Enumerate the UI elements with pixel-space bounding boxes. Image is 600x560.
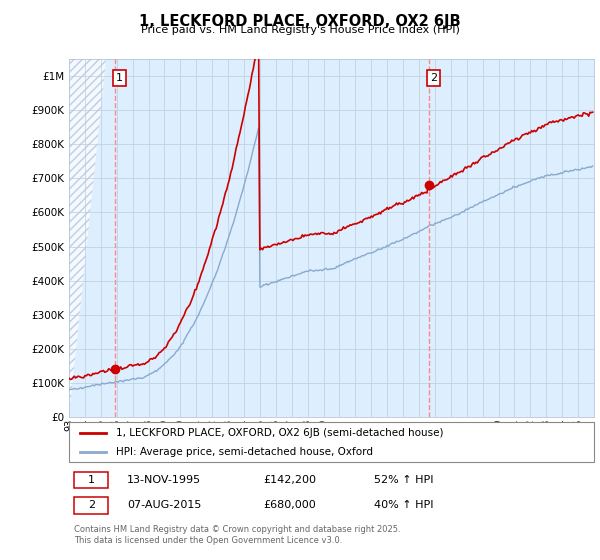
Text: 2: 2 [88,500,95,510]
Text: 1: 1 [88,475,95,485]
Text: HPI: Average price, semi-detached house, Oxford: HPI: Average price, semi-detached house,… [116,447,373,457]
Text: £680,000: £680,000 [263,500,316,510]
Text: 52% ↑ HPI: 52% ↑ HPI [373,475,433,485]
Text: 40% ↑ HPI: 40% ↑ HPI [373,500,433,510]
FancyBboxPatch shape [69,422,594,462]
Text: Price paid vs. HM Land Registry's House Price Index (HPI): Price paid vs. HM Land Registry's House … [140,25,460,35]
Text: Contains HM Land Registry data © Crown copyright and database right 2025.
This d: Contains HM Land Registry data © Crown c… [74,525,401,544]
Text: £142,200: £142,200 [263,475,316,485]
Text: 2: 2 [430,73,437,83]
FancyBboxPatch shape [74,472,109,488]
Polygon shape [69,59,106,417]
Text: 07-AUG-2015: 07-AUG-2015 [127,500,201,510]
Text: 1, LECKFORD PLACE, OXFORD, OX2 6JB: 1, LECKFORD PLACE, OXFORD, OX2 6JB [139,14,461,29]
Text: 1: 1 [116,73,123,83]
Text: 13-NOV-1995: 13-NOV-1995 [127,475,201,485]
Text: 1, LECKFORD PLACE, OXFORD, OX2 6JB (semi-detached house): 1, LECKFORD PLACE, OXFORD, OX2 6JB (semi… [116,428,444,438]
FancyBboxPatch shape [74,497,109,514]
